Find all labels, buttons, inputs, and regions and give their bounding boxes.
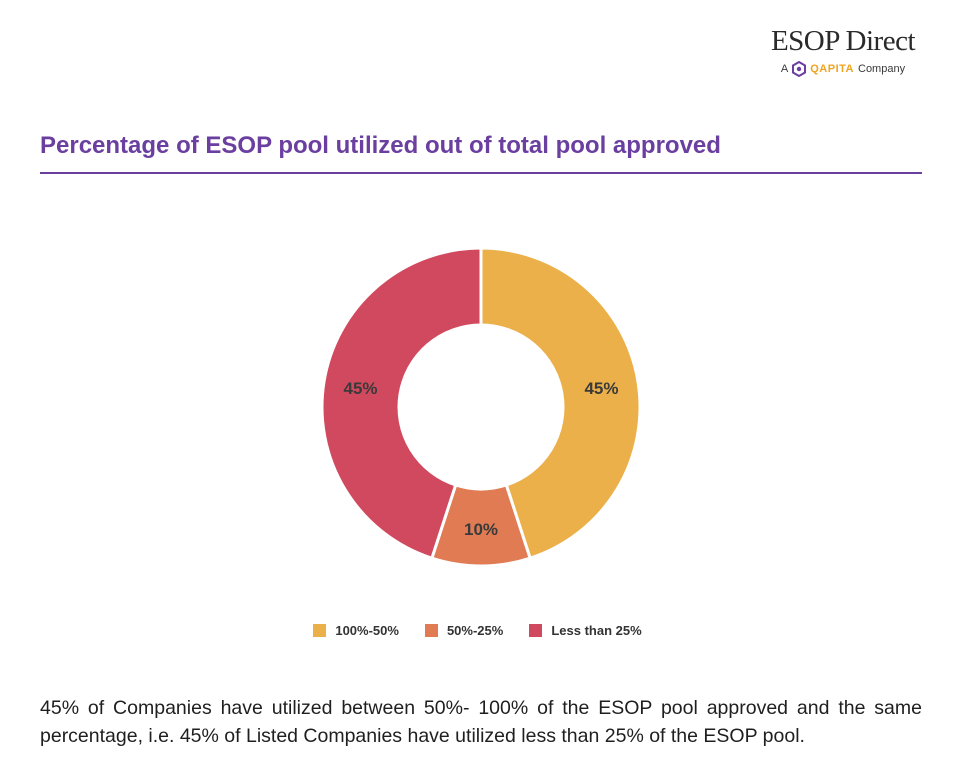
brand-tagline-prefix: A [780,63,789,75]
legend-label-1: 50%-25% [446,623,504,638]
slice-2 [320,246,483,561]
page-title: Percentage of ESOP pool utilized out of … [40,132,721,159]
chart-legend: 100%-50% 50%-25% Less than 25% [0,623,955,638]
chart-description: 45% of Companies have utilized between 5… [40,697,922,747]
brand-name: ESOP Direct [770,25,916,57]
qapita-logo-icon [792,61,807,77]
legend-swatch-2 [529,624,543,637]
legend-swatch-1 [424,624,438,637]
slice-0 [479,246,642,561]
slice-label-0: 45% [584,379,618,398]
legend-label-0: 100%-50% [335,623,399,638]
brand-tagline: A QAPITA Company [763,61,923,77]
legend-item-1: 50%-25% [424,623,504,638]
legend-item-0: 100%-50% [313,623,399,638]
legend-swatch-0 [313,624,327,637]
brand-tagline-company: QAPITA [810,63,854,75]
brand-tagline-suffix: Company [858,63,906,75]
slice-label-1: 10% [464,520,498,539]
legend-label-2: Less than 25% [551,623,642,638]
slice-label-2: 45% [343,379,377,398]
legend-item-2: Less than 25% [529,623,642,638]
title-divider [40,172,922,174]
brand-logo: ESOP Direct A QAPITA Company [763,24,923,77]
